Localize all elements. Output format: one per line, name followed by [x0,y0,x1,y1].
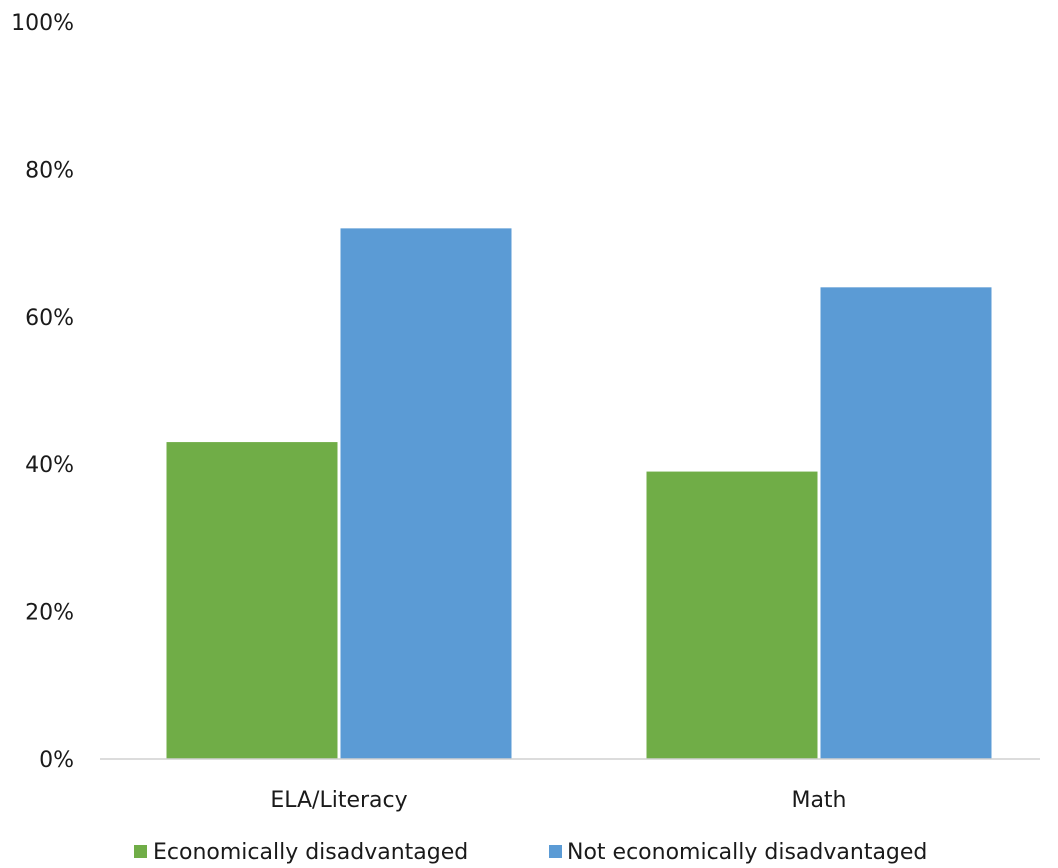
y-tick-label: 20% [25,601,74,626]
y-tick-label: 100% [11,11,74,36]
bar-not-economically-disadvantaged-ela-literacy [340,228,512,760]
legend-swatch [549,845,562,858]
legend-label: Not economically disadvantaged [567,840,927,865]
y-axis: 0% 20% 40% 60% 80% 100% [11,11,74,773]
legend: Economically disadvantaged Not economical… [134,840,927,865]
legend-swatch [134,845,147,858]
x-category-label: Math [791,788,846,813]
plot-area [166,228,992,760]
y-tick-label: 80% [25,158,74,183]
y-tick-label: 60% [25,306,74,331]
bar-economically-disadvantaged-ela-literacy [166,442,338,759]
bar-economically-disadvantaged-math [646,471,818,759]
y-tick-label: 0% [39,748,74,773]
x-category-label: ELA/Literacy [270,788,407,813]
bar-not-economically-disadvantaged-math [820,287,992,759]
y-tick-label: 40% [25,453,74,478]
x-axis: ELA/Literacy Math [270,788,846,813]
legend-label: Economically disadvantaged [153,840,468,865]
